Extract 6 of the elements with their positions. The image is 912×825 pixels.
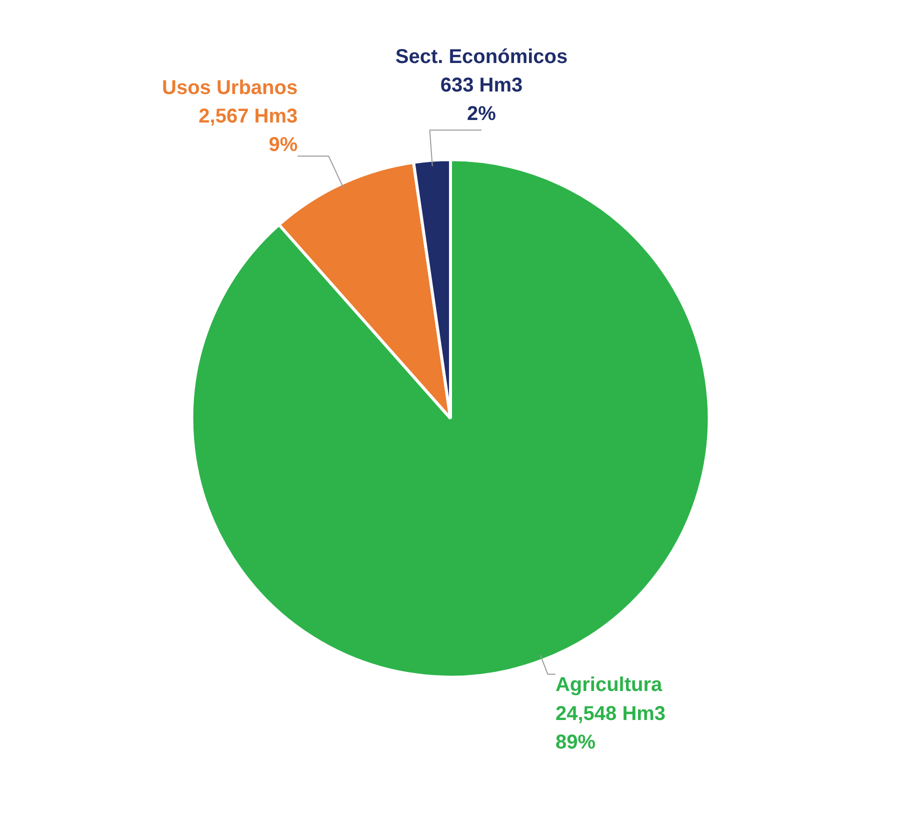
- slice-label: Sect. Económicos: [395, 46, 568, 68]
- data-label: 2,567 Hm3 9%: [198, 106, 298, 156]
- slice-label: Usos Urbanos: [162, 76, 298, 99]
- data-label: 24,548 Hm3 89%: [555, 702, 666, 754]
- slice-label: Agricultura: [555, 674, 664, 696]
- data-label: 633 Hm3 2%: [440, 74, 523, 125]
